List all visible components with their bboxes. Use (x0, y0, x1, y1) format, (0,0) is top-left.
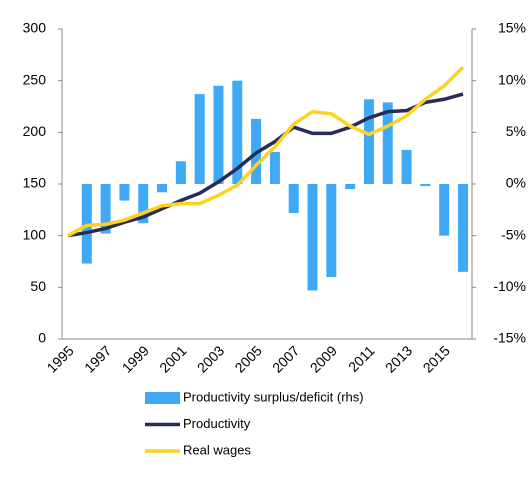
x-tick-label: 2013 (382, 342, 415, 375)
bar (439, 184, 450, 236)
bar (420, 184, 431, 187)
bar (194, 94, 205, 184)
y-tick-label: 250 (23, 71, 47, 87)
x-tick-label: 1999 (119, 342, 152, 375)
y-tick-label: 50 (30, 278, 46, 294)
y2-tick-label: 5% (506, 123, 526, 139)
y2-tick-label: -10% (493, 278, 526, 294)
line (67, 92, 464, 238)
bar (157, 184, 168, 193)
x-tick-label: 1995 (43, 342, 76, 375)
bar (269, 151, 280, 184)
y2-tick-label: 0% (506, 175, 526, 191)
bar (307, 184, 318, 291)
x-tick-label: 2011 (345, 342, 378, 375)
y-tick-label: 300 (23, 20, 47, 36)
legend-label: Productivity (183, 416, 251, 431)
x-tick-label: 2005 (231, 342, 264, 375)
legend-label: Productivity surplus/deficit (rhs) (183, 389, 364, 404)
bar (119, 184, 130, 201)
bar (363, 99, 374, 184)
line (67, 65, 465, 238)
bar (326, 184, 337, 277)
y2-tick-label: -5% (501, 226, 526, 242)
y2-tick-label: 15% (498, 20, 526, 36)
y-tick-label: 150 (23, 175, 47, 191)
legend-label: Real wages (183, 442, 251, 457)
y-tick-label: 0 (38, 330, 46, 346)
x-tick-label: 2007 (269, 342, 302, 375)
y2-tick-label: 10% (498, 71, 526, 87)
bar (288, 184, 299, 213)
x-tick-label: 2001 (156, 342, 189, 375)
x-tick-label: 1997 (81, 342, 114, 375)
y-tick-label: 200 (23, 123, 47, 139)
bar (232, 80, 243, 184)
bar (401, 149, 412, 184)
y2-tick-label: -15% (493, 330, 526, 346)
legend-swatch (145, 392, 180, 404)
x-tick-label: 2015 (420, 342, 453, 375)
bar (458, 184, 468, 272)
bar (213, 85, 224, 184)
x-tick-label: 2003 (194, 342, 227, 375)
bar (382, 102, 393, 184)
bar (175, 161, 186, 184)
bar (138, 184, 149, 224)
bar (345, 184, 356, 190)
y-tick-label: 100 (23, 226, 47, 242)
x-tick-label: 2009 (307, 342, 340, 375)
legend: Productivity surplus/deficit (rhs) Produc… (145, 389, 364, 457)
bar (100, 184, 111, 234)
